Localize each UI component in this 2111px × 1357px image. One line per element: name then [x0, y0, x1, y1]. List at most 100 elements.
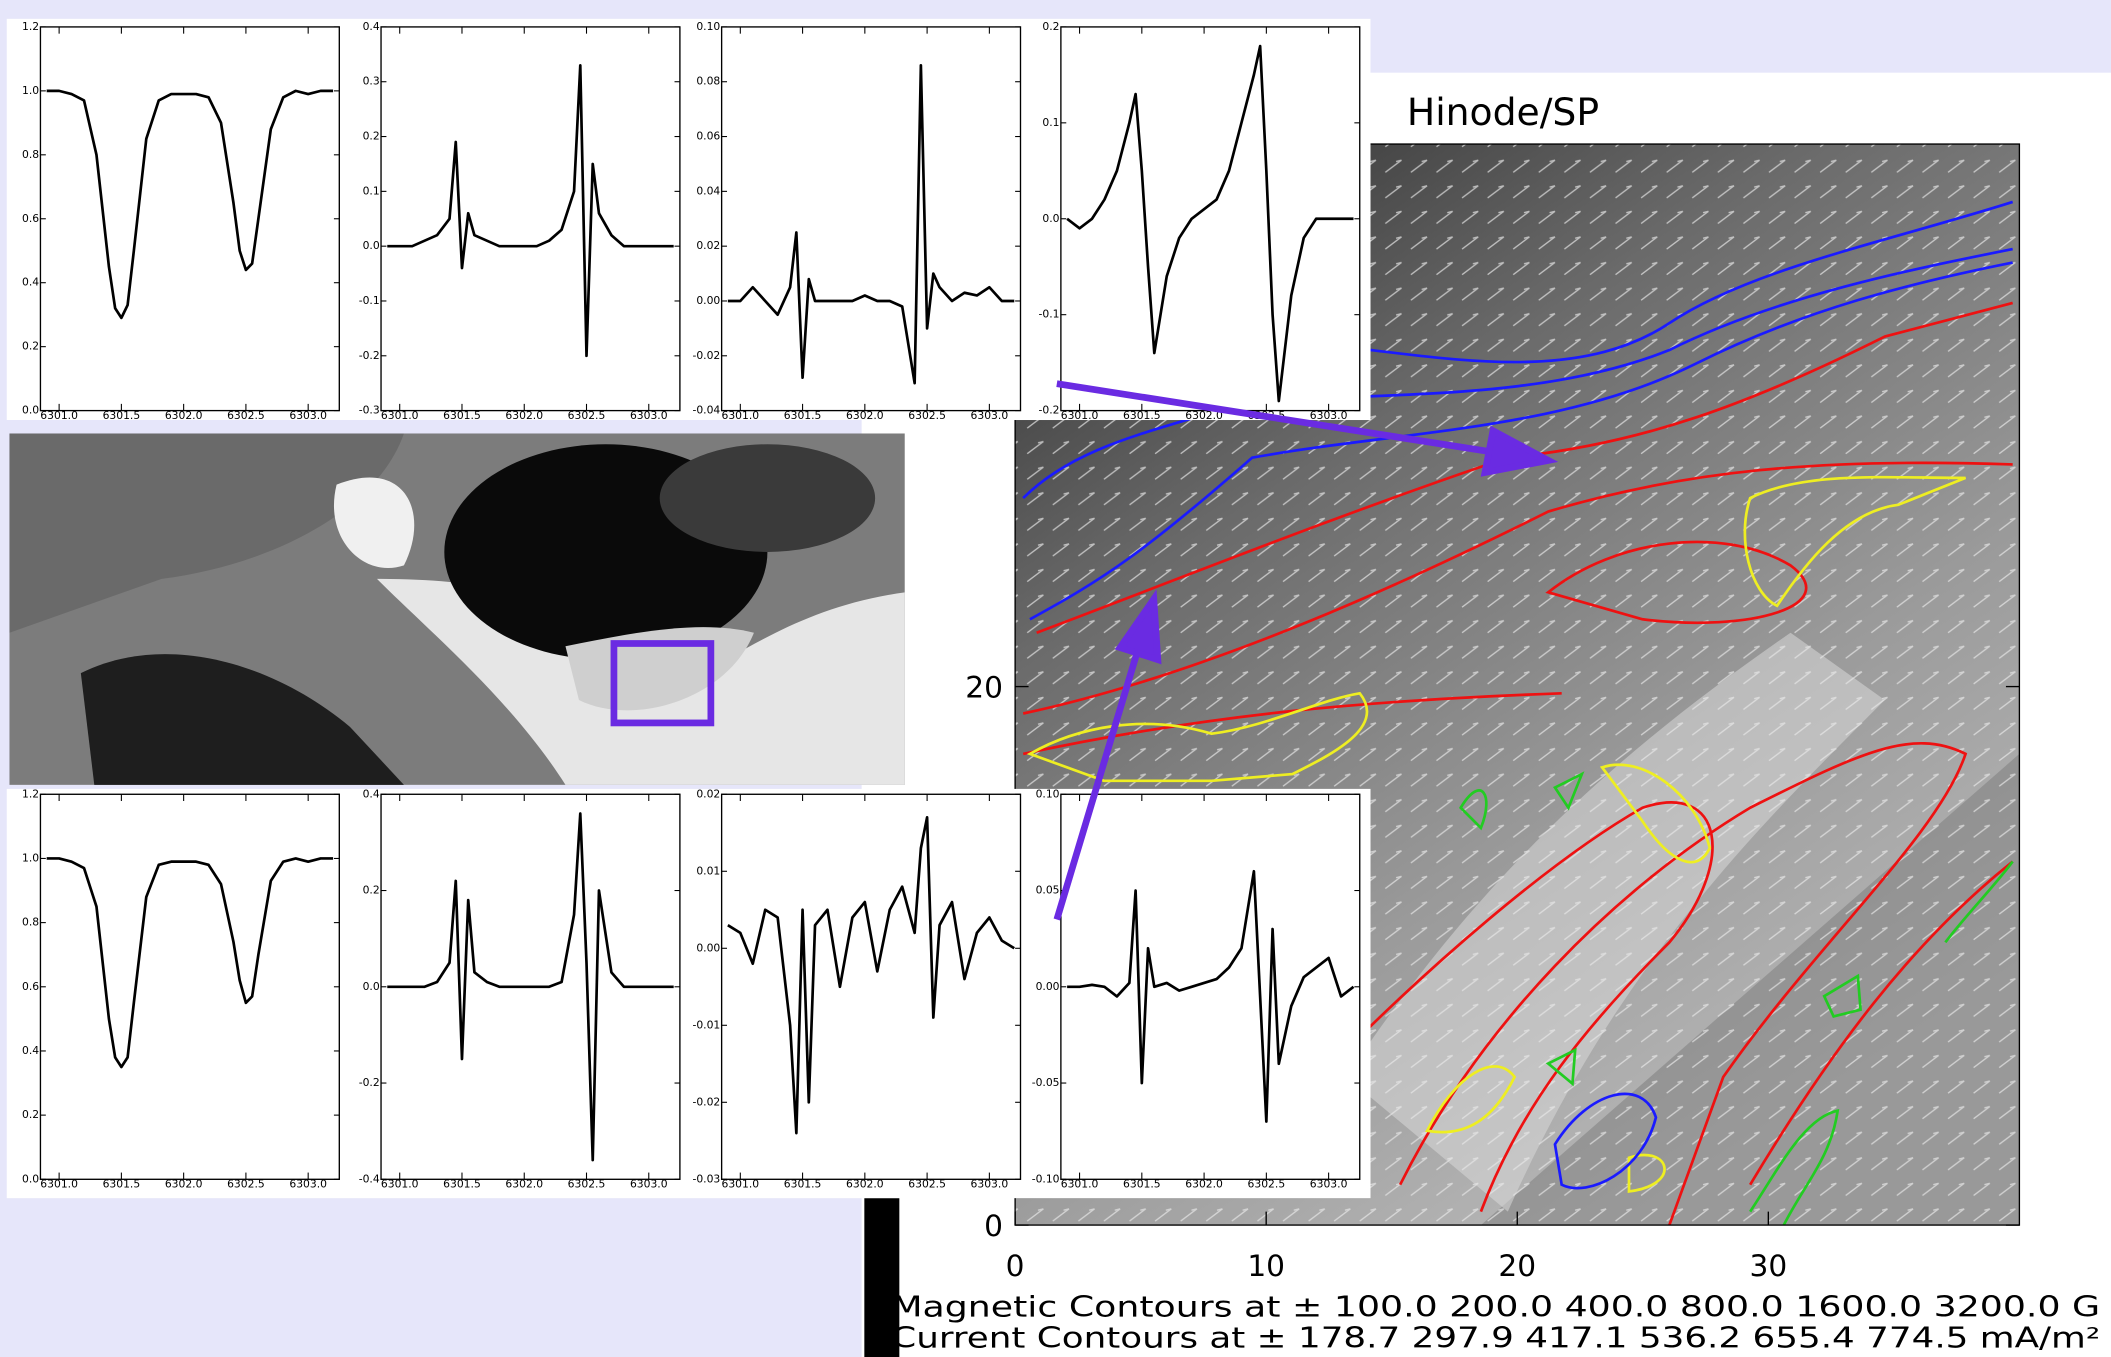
y-tick-label: 0	[984, 1209, 1003, 1243]
x-tick-label: 6303.0	[630, 409, 668, 422]
x-tick-label: 20	[1498, 1249, 1536, 1283]
plot-frame	[720, 26, 1022, 412]
bottom-row-panel	[6, 788, 1371, 1199]
image-region	[80, 654, 404, 785]
y-tick-label: 0.10	[1036, 787, 1060, 800]
image-region	[9, 433, 404, 633]
x-tick-label: 6303.0	[630, 1178, 668, 1191]
y-tick-label: 20	[965, 670, 1003, 704]
y-tick-label: 0.0	[22, 404, 39, 417]
y-tick-label: -0.1	[359, 294, 380, 307]
contour	[1822, 973, 1862, 1018]
contours	[1022, 200, 2014, 1226]
x-tick-label: 6303.0	[1310, 1178, 1348, 1191]
y-tick-label: 0.00	[696, 294, 720, 307]
y-tick-label: 1.2	[22, 20, 39, 33]
profile-line	[727, 816, 1015, 1135]
x-tick-label: 6301.5	[443, 1178, 481, 1191]
y-tick-label: 0.6	[22, 212, 39, 225]
x-tick-label: 6301.5	[103, 409, 141, 422]
x-tick-label: 6303.0	[289, 1178, 327, 1191]
contour	[1553, 1092, 1658, 1190]
y-tick-label: -0.4	[359, 1172, 380, 1185]
contour	[1749, 1108, 1840, 1226]
contour	[1398, 742, 1968, 1226]
contour	[1022, 461, 2013, 715]
x-tick-label: 6302.5	[227, 409, 265, 422]
x-tick-label: 6302.0	[846, 409, 884, 422]
y-tick-label: -0.02	[692, 1095, 720, 1108]
y-tick-label: 0.4	[22, 276, 39, 289]
x-tick-label: 6301.0	[381, 409, 419, 422]
contour	[1545, 540, 1808, 625]
penumbra	[659, 444, 876, 552]
x-tick-label: 6301.5	[1123, 409, 1161, 422]
x-tick-label: 6302.0	[505, 409, 543, 422]
y-tick-label: 0.3	[363, 75, 380, 88]
contour	[1022, 691, 1562, 756]
x-tick-label: 6302.5	[227, 1178, 265, 1191]
arrowhead	[1114, 589, 1162, 665]
line-chart: -0.3 -0.2 -0.1 0.0 0.1 0.2 0.3 0.4 6301.0 6301.5 6…	[359, 20, 681, 422]
x-tick-label: 6301.5	[784, 1178, 822, 1191]
x-tick-label: 6301.0	[722, 1178, 760, 1191]
contour	[1599, 763, 1712, 864]
y-tick-label: -0.2	[359, 1076, 380, 1089]
x-tick-label: 30	[1749, 1249, 1787, 1283]
y-tick-label: -0.10	[1032, 1172, 1060, 1185]
x-tick-label: 6303.0	[971, 409, 1009, 422]
plot-frame	[380, 26, 681, 412]
x-tick-label: 6302.0	[1185, 1178, 1223, 1191]
y-tick-label: -0.02	[692, 349, 720, 362]
x-tick-label: 6302.0	[165, 1178, 203, 1191]
y-tick-label: 0.2	[1042, 20, 1059, 33]
contour	[1743, 475, 1967, 608]
plot-frame	[720, 793, 1022, 1180]
x-tick-label: 6303.0	[1310, 409, 1348, 422]
x-tick-label: 6302.5	[568, 1178, 606, 1191]
y-tick-label: 0.00	[1036, 980, 1060, 993]
sunspot-image	[9, 433, 905, 785]
y-tick-label: 0.0	[22, 1172, 39, 1185]
line-chart: -0.10 -0.05 0.00 0.05 0.10 6301.0 6301.5 6302.0…	[1032, 787, 1361, 1191]
profile-line	[1066, 44, 1354, 403]
annotation: Current Contours at ± 178.7 297.9 417.1 …	[891, 1322, 2100, 1355]
y-tick-label: 0.02	[696, 239, 720, 252]
y-tick-label: -0.05	[1032, 1076, 1060, 1089]
black-bar	[864, 1198, 900, 1357]
profile-line	[387, 812, 674, 1162]
y-tick-label: 0.05	[1036, 884, 1060, 897]
x-tick-label: 6302.0	[165, 409, 203, 422]
contour	[1944, 860, 2014, 944]
top-row-panel	[6, 18, 1371, 421]
y-tick-label: -0.3	[359, 404, 380, 417]
y-tick-label: 0.0	[1042, 212, 1059, 225]
contour	[1552, 771, 1585, 811]
arrow	[1056, 380, 1495, 456]
image-region	[333, 477, 415, 569]
y-tick-label: 0.8	[22, 148, 39, 161]
y-tick-label: 0.6	[22, 980, 39, 993]
x-tick-label: 6301.0	[40, 1178, 78, 1191]
contour	[1022, 247, 2013, 500]
x-tick-label: 6302.5	[908, 1178, 946, 1191]
x-tick-label: 6301.0	[722, 409, 760, 422]
y-tick-label: 0.02	[696, 787, 720, 800]
y-tick-label: 0.08	[696, 75, 720, 88]
y-tick-label: 0.2	[363, 130, 380, 143]
profile-line	[727, 63, 1015, 385]
x-tick-label: 6301.0	[381, 1178, 419, 1191]
arrow	[1053, 645, 1143, 921]
x-tick-label: 6302.5	[908, 409, 946, 422]
x-tick-label: 6302.5	[568, 409, 606, 422]
profile-line	[46, 89, 334, 320]
contour	[1345, 801, 1714, 1213]
selection-box	[610, 640, 715, 727]
x-tick-label: 6301.0	[40, 409, 78, 422]
x-tick-label: 0	[1006, 1249, 1025, 1283]
contour	[1627, 1153, 1666, 1193]
map-labels: Hinode/SP 0 10 20 30 0 20 Magnetic Contours at …	[891, 90, 2100, 1354]
y-tick-label: 0.06	[696, 130, 720, 143]
line-chart: -0.2-0.10.00.10.26301.06301.56302.06302.…	[1039, 20, 1361, 422]
